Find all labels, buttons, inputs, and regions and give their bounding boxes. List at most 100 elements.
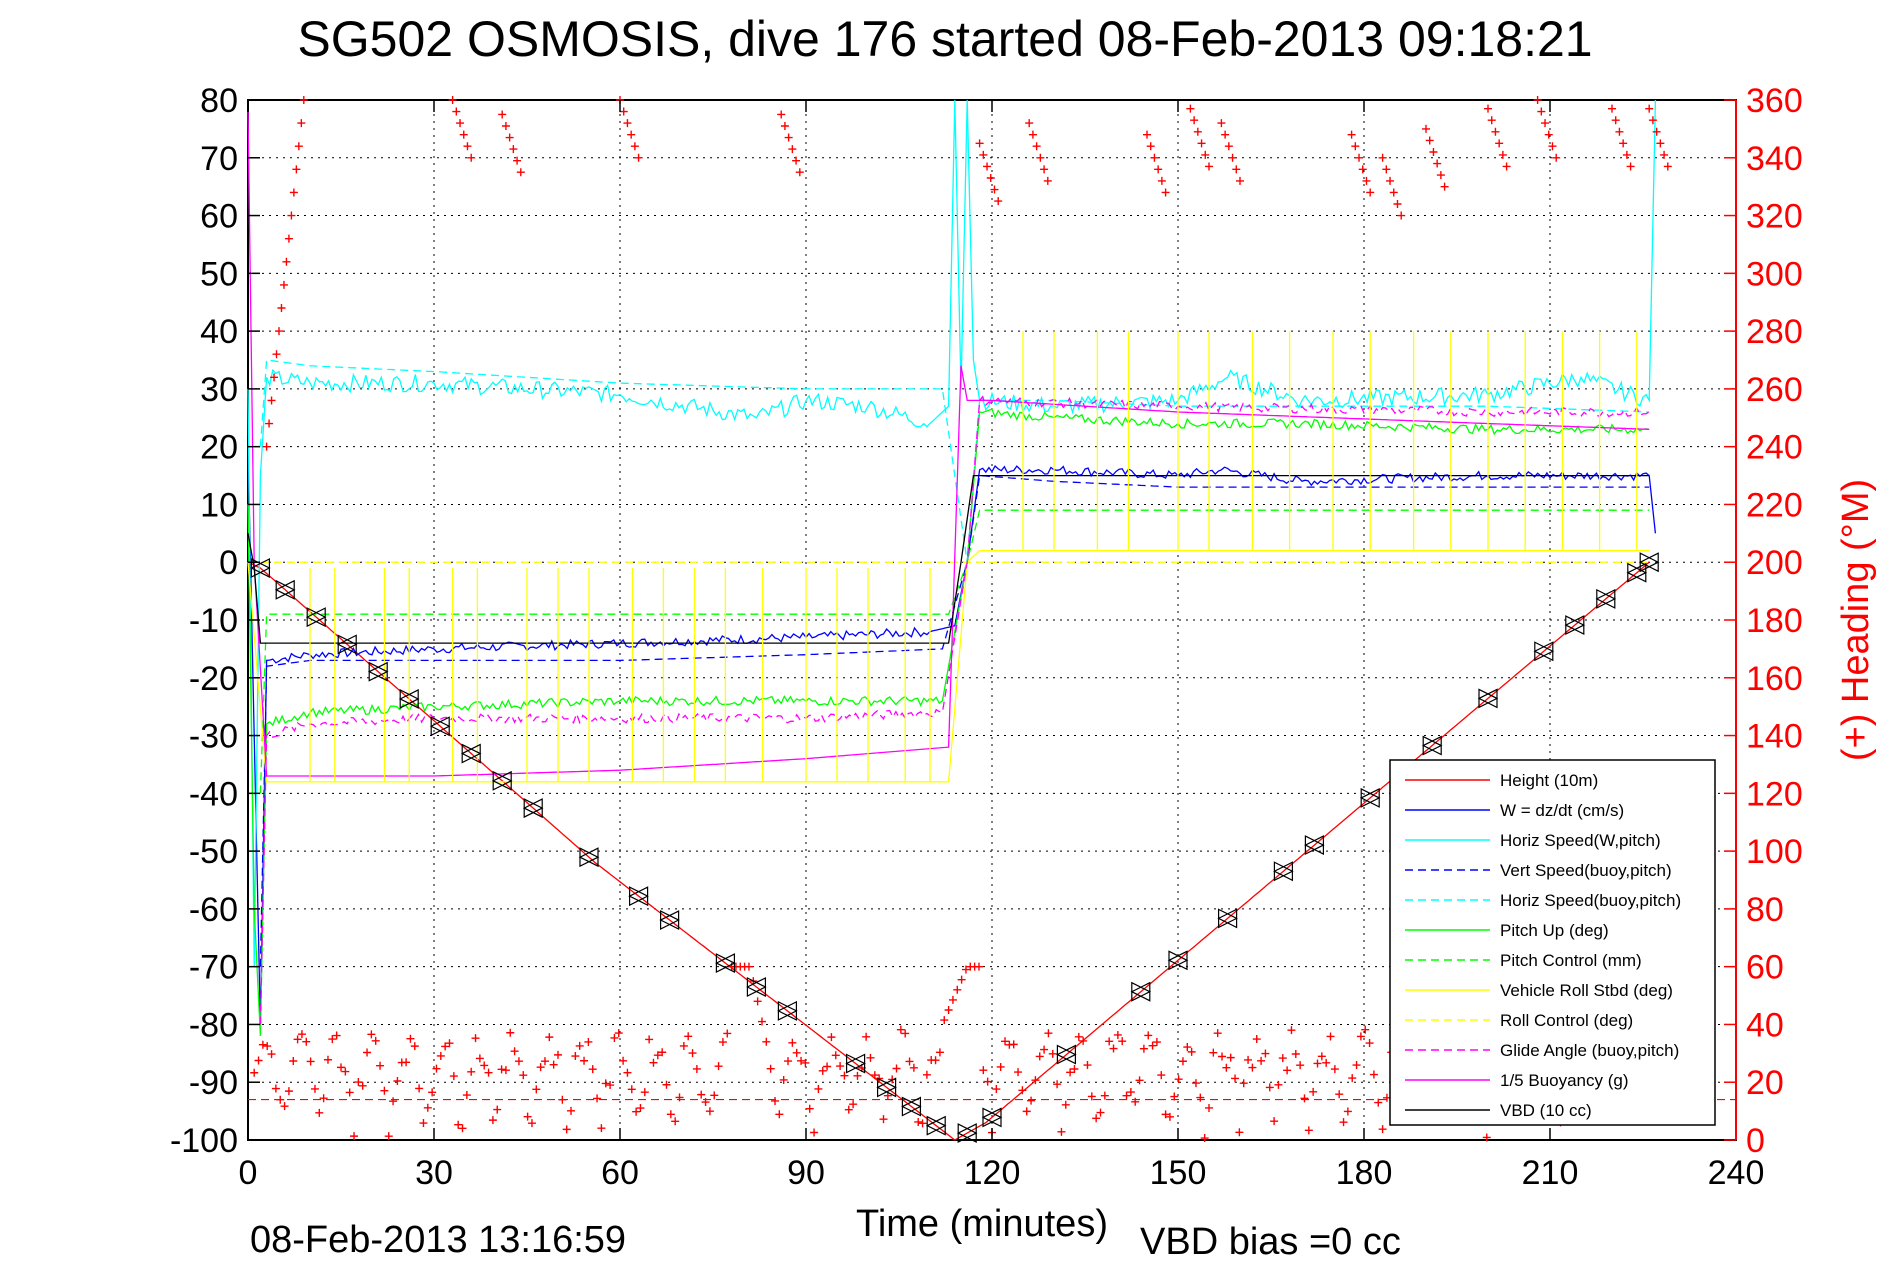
heading-point	[1622, 150, 1631, 159]
heading-point	[271, 1084, 280, 1093]
heading-point	[757, 1017, 766, 1026]
heading-point	[1422, 124, 1430, 133]
heading-point	[501, 122, 510, 130]
heading-point	[645, 1035, 654, 1044]
heading-point	[448, 96, 457, 104]
heading-point	[983, 162, 992, 171]
height-marker	[398, 688, 420, 709]
heading-point	[1178, 1057, 1187, 1066]
y2-tick-label: 340	[1746, 140, 1803, 178]
y-tick-label: -100	[170, 1122, 238, 1160]
heading-point	[762, 1037, 771, 1046]
y-tick-label: 70	[200, 140, 238, 178]
heading-point	[780, 122, 789, 130]
heading-point	[818, 1066, 827, 1075]
heading-point	[545, 1033, 554, 1042]
heading-point	[1347, 130, 1356, 139]
heading-point	[419, 1119, 428, 1128]
heading-point	[1552, 153, 1561, 162]
y-tick-label: -40	[189, 775, 238, 813]
height-marker	[925, 1115, 947, 1136]
heading-point	[267, 1050, 276, 1059]
y-tick-label: -10	[189, 602, 238, 640]
height-marker	[1477, 688, 1499, 709]
heading-point	[1537, 107, 1546, 116]
heading-point	[627, 130, 636, 139]
y-tick-label: 50	[200, 255, 238, 293]
x-tick-label: 0	[239, 1154, 258, 1192]
height-marker	[1056, 1044, 1077, 1065]
heading-point	[498, 110, 507, 119]
heading-point	[323, 1055, 332, 1064]
heading-point	[1040, 165, 1049, 174]
heading-point	[432, 1064, 441, 1073]
heading-point	[458, 1124, 467, 1133]
y-axis-left: 80 70 60 50 40 30 20 10 0 -10 -20 -30 -40 -50 -60 -70 -8…	[170, 82, 260, 1160]
heading-point	[1362, 176, 1371, 185]
legend-label: VBD (10 cc)	[1500, 1101, 1592, 1120]
y2-tick-label: 360	[1746, 82, 1803, 120]
heading-point	[684, 1032, 693, 1041]
heading-point	[549, 1060, 558, 1069]
height-marker	[1564, 615, 1586, 636]
heading-point	[1619, 139, 1628, 148]
legend-label: Pitch Control (mm)	[1500, 951, 1642, 970]
heading-point	[1389, 188, 1398, 197]
heading-point	[1218, 1052, 1227, 1061]
heading-point	[766, 1064, 775, 1073]
heading-point	[679, 1041, 688, 1050]
heading-point	[979, 150, 988, 159]
heading-point	[1193, 127, 1202, 136]
heading-point	[610, 1033, 619, 1042]
heading-point	[792, 156, 801, 165]
heading-point	[1096, 1108, 1105, 1117]
legend-label: W = dz/dt (cm/s)	[1500, 801, 1624, 820]
heading-point	[1317, 1052, 1326, 1061]
x-tick-label: 120	[964, 1154, 1021, 1192]
heading-point	[475, 1054, 484, 1063]
heading-point	[384, 1132, 393, 1141]
x-tick-label: 30	[415, 1154, 453, 1192]
heading-point	[718, 1038, 727, 1047]
y-tick-label: -30	[189, 718, 238, 756]
heading-point	[1221, 130, 1230, 139]
heading-point	[1626, 162, 1635, 171]
y-tick-label: -90	[189, 1064, 238, 1102]
heading-point	[1186, 104, 1195, 113]
heading-point	[319, 1094, 328, 1103]
heading-point	[1544, 130, 1553, 139]
heading-point	[302, 1037, 311, 1046]
heading-point	[866, 1053, 875, 1062]
heading-point	[554, 1050, 562, 1059]
heading-point	[1386, 176, 1395, 185]
heading-point	[1495, 139, 1504, 148]
height-marker	[1304, 835, 1325, 856]
height-marker	[659, 910, 680, 931]
heading-point	[445, 1039, 454, 1048]
y-tick-label: -50	[189, 833, 238, 871]
heading-point	[501, 1066, 510, 1075]
heading-point	[1378, 1125, 1387, 1134]
heading-point	[922, 1070, 931, 1079]
heading-point	[277, 304, 286, 312]
heading-point	[575, 1041, 584, 1050]
legend-box	[1389, 759, 1716, 1126]
heading-point	[994, 197, 1003, 206]
heading-point	[1433, 159, 1442, 168]
height-marker	[1626, 562, 1648, 583]
x-axis: 0 30 60 90 120 150 180 210 240	[239, 100, 1764, 1192]
plot-area	[247, 96, 1737, 1144]
heading-point	[1358, 165, 1367, 174]
heading-point	[367, 1030, 376, 1039]
y2-tick-label: 80	[1746, 891, 1784, 929]
heading-point	[1197, 139, 1206, 148]
heading-point	[1070, 1065, 1079, 1074]
heading-point	[493, 1105, 502, 1114]
heading-point	[979, 1066, 988, 1075]
y2-tick-label: 260	[1746, 371, 1803, 409]
heading-point	[931, 1056, 940, 1065]
heading-point	[688, 1049, 697, 1058]
heading-point	[350, 1132, 359, 1141]
heading-point	[1326, 1032, 1335, 1041]
heading-point	[1541, 119, 1550, 128]
